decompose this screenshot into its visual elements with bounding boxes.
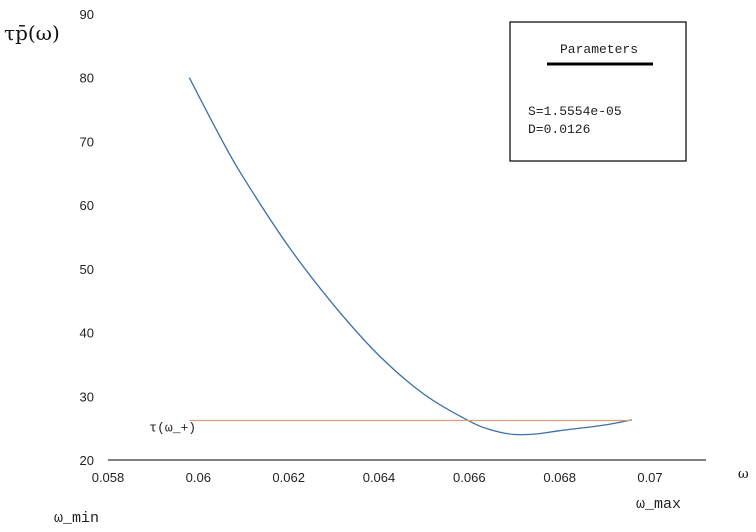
y-axis-label: τp̄(ω) [4, 21, 60, 45]
x-tick-label: 0.058 [92, 470, 125, 485]
x-axis-label: ω [738, 467, 749, 482]
y-tick-label: 20 [80, 453, 94, 468]
x-tick-label: 0.062 [272, 470, 305, 485]
legend-line-d: D=0.0126 [528, 122, 590, 137]
y-tick-label: 40 [80, 326, 94, 341]
x-tick-label: 0.07 [637, 470, 662, 485]
y-tick-label: 30 [80, 389, 94, 404]
x-axis-ticks: 0.058 0.06 0.062 0.064 0.066 0.068 0.07 [92, 470, 663, 485]
x-tick-label: 0.066 [453, 470, 486, 485]
x-tick-label: 0.06 [186, 470, 211, 485]
legend-box: Parameters S=1.5554e-05 D=0.0126 [509, 21, 687, 162]
y-tick-label: 90 [80, 7, 94, 22]
threshold-label: τ(ω_+) [149, 420, 196, 435]
series-curve [188, 77, 633, 436]
omega-min-label: ω_min [54, 510, 99, 527]
omega-max-label: ω_max [636, 496, 681, 513]
y-axis-ticks: 20 30 40 50 60 70 80 90 [80, 7, 94, 468]
legend-title: Parameters [560, 42, 638, 57]
y-tick-label: 80 [80, 71, 94, 86]
y-tick-label: 70 [80, 134, 94, 149]
x-tick-label: 0.064 [363, 470, 396, 485]
y-tick-label: 50 [80, 262, 94, 277]
legend-line-s: S=1.5554e-05 [528, 104, 622, 119]
y-tick-label: 60 [80, 198, 94, 213]
x-tick-label: 0.068 [543, 470, 576, 485]
